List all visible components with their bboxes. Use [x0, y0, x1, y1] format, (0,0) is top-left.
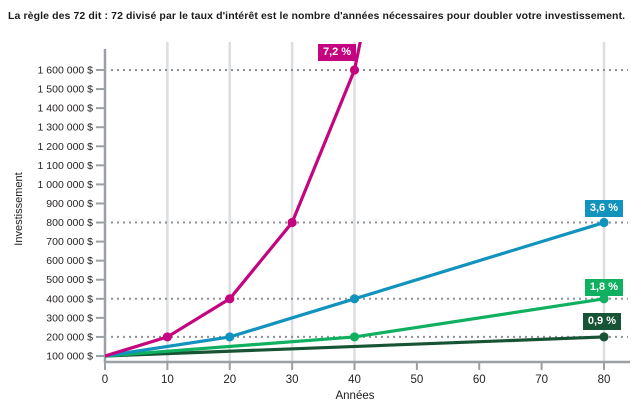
data-point-marker	[225, 294, 235, 304]
y-tick-label: 500 000 $	[46, 274, 93, 286]
y-tick-label: 1 600 000 $	[38, 65, 94, 77]
x-tick-label: 0	[102, 374, 108, 386]
x-tick-label: 10	[161, 374, 174, 386]
series-line	[105, 335, 605, 358]
y-tick-label: 200 000 $	[46, 331, 93, 343]
data-point-marker	[599, 294, 609, 304]
y-tick-label: 300 000 $	[46, 312, 93, 324]
y-tick-label: 1 200 000 $	[38, 141, 94, 153]
y-tick-label: 1 500 000 $	[38, 84, 94, 96]
y-tick-label: 1 100 000 $	[38, 160, 94, 172]
data-point-marker	[287, 217, 297, 228]
data-point-marker	[349, 65, 360, 75]
rate-badge-7-2-percent: 7,2 %	[318, 44, 357, 61]
data-point-marker	[349, 332, 360, 342]
data-point-marker	[599, 217, 609, 228]
x-tick-label: 60	[473, 374, 486, 386]
data-point-marker	[225, 332, 235, 342]
rate-badge-1-8-percent: 1,8 %	[584, 279, 623, 296]
y-tick-label: 1 400 000 $	[38, 103, 94, 115]
series-line	[105, 221, 605, 358]
data-point-marker	[349, 294, 360, 304]
x-tick-label: 30	[286, 374, 299, 386]
data-point-marker	[162, 332, 172, 342]
x-tick-label: 20	[223, 374, 236, 386]
chart-title: La règle des 72 dit : 72 divisé par le t…	[8, 10, 626, 22]
data-point-marker	[599, 332, 609, 342]
x-tick-label: 80	[598, 374, 611, 386]
x-tick-label: 50	[410, 374, 423, 386]
rate-badge-0-9-percent: 0,9 %	[582, 313, 621, 330]
y-tick-label: 100 000 $	[46, 351, 93, 363]
x-tick-label: 40	[348, 374, 361, 386]
series-line	[105, 42, 362, 358]
y-tick-label: 600 000 $	[46, 255, 93, 267]
y-tick-label: 400 000 $	[46, 293, 93, 305]
y-tick-label: 900 000 $	[46, 198, 93, 210]
x-tick-label: 70	[535, 374, 548, 386]
y-tick-label: 1 000 000 $	[38, 179, 94, 191]
y-tick-label: 1 300 000 $	[38, 122, 94, 134]
axes	[103, 49, 630, 364]
rate-badge-3-6-percent: 3,6 %	[584, 200, 623, 217]
y-tick-label: 700 000 $	[46, 236, 93, 248]
x-axis-title: Années	[335, 390, 375, 402]
y-tick-label: 800 000 $	[46, 217, 93, 229]
